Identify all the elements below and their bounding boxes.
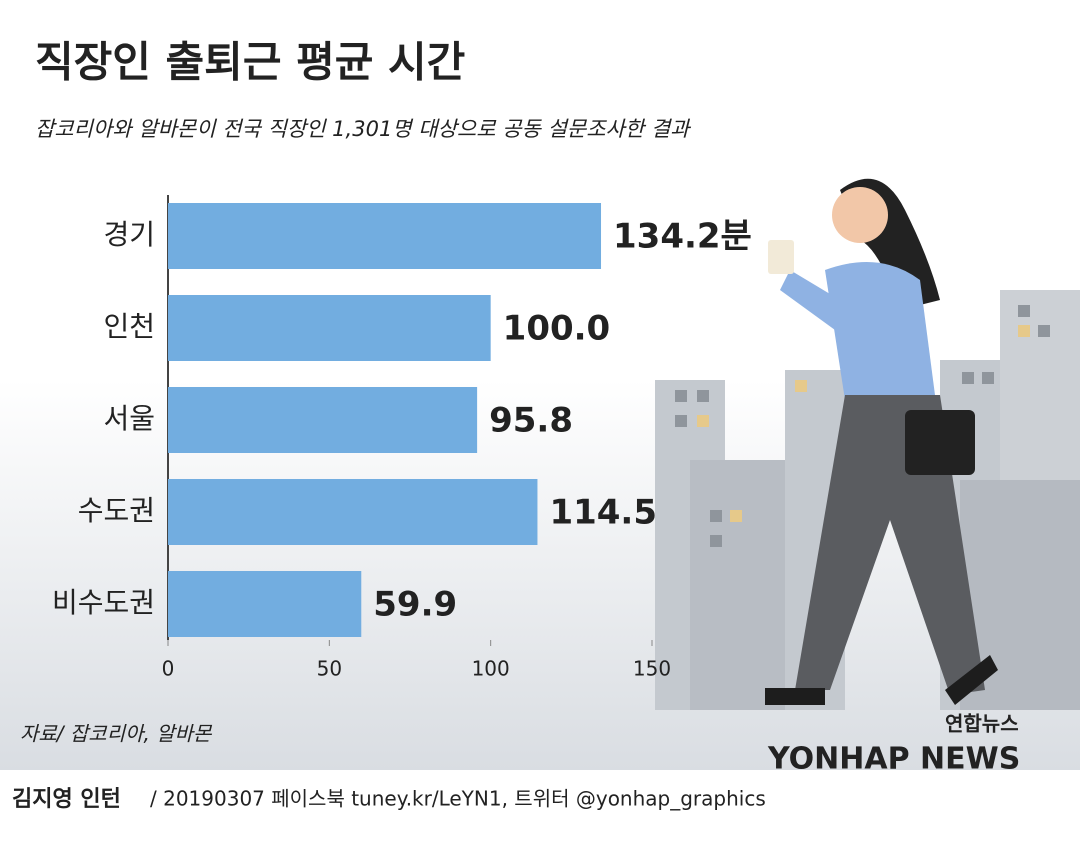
x-tick-label: 0 <box>162 657 175 681</box>
y-tick-label: 수도권 <box>78 494 155 527</box>
bar <box>168 387 478 453</box>
value-label: 134.2분 <box>613 217 752 257</box>
chart-subtitle: 잡코리아와 알바몬이 전국 직장인 1,301명 대상으로 공동 설문조사한 결… <box>35 117 691 141</box>
x-tick-label: 100 <box>472 657 510 681</box>
logo-en: YONHAP NEWS <box>767 742 1020 777</box>
credit: 김지영 인턴 <box>12 787 121 812</box>
y-tick-label: 비수도권 <box>52 586 155 619</box>
source: 자료/ 잡코리아, 알바몬 <box>20 722 213 746</box>
value-label: 59.9 <box>373 585 457 625</box>
x-tick-label: 150 <box>633 657 671 681</box>
chart-title: 직장인 출퇴근 평균 시간 <box>35 38 465 87</box>
bar <box>168 479 538 545</box>
y-tick-label: 경기 <box>103 218 155 251</box>
value-label: 114.5 <box>549 493 657 533</box>
bar <box>168 571 362 637</box>
illustration <box>655 178 1080 710</box>
bar <box>168 295 491 361</box>
value-label: 95.8 <box>489 401 573 441</box>
logo: 연합뉴스 <box>945 712 1019 736</box>
x-tick-label: 50 <box>317 657 342 681</box>
bar <box>168 203 602 269</box>
footer: / 20190307 페이스북 tuney.kr/LeYN1, 트위터 @yon… <box>150 787 766 811</box>
y-tick-label: 인천 <box>103 310 155 343</box>
y-tick-label: 서울 <box>103 402 155 435</box>
value-label: 100.0 <box>503 309 611 349</box>
